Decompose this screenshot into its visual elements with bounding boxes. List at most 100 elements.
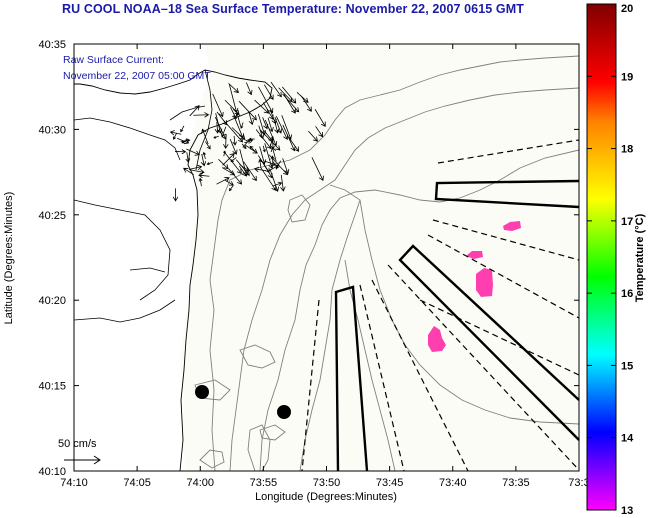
y-tick-label: 40:15 <box>38 381 66 393</box>
colorbar-tick-label: 16 <box>621 288 633 300</box>
current-vector <box>253 166 266 173</box>
current-vector <box>259 129 281 151</box>
track-east <box>434 179 580 209</box>
current-vector <box>238 101 257 121</box>
current-vector <box>189 164 203 171</box>
current-vector <box>244 144 258 154</box>
sst-patch <box>503 221 521 231</box>
coastline-inland <box>73 105 206 323</box>
current-vector <box>228 83 239 94</box>
x-tick-label: 73:50 <box>313 477 341 489</box>
current-vector <box>224 179 234 186</box>
current-vector <box>270 140 275 150</box>
x-tick-label: 74:10 <box>60 477 88 489</box>
coastline <box>74 69 273 472</box>
x-tick-label: 74:00 <box>186 477 214 489</box>
x-tick-label: 73:40 <box>439 477 467 489</box>
current-vector <box>169 130 182 136</box>
current-vector <box>228 185 234 192</box>
current-vector <box>201 128 209 145</box>
current-vector <box>300 95 312 112</box>
current-vector <box>311 157 324 182</box>
current-vector <box>231 127 246 141</box>
y-tick-label: 40:20 <box>38 295 66 307</box>
x-tick-labels: 74:10 74:05 74:00 73:55 73:50 73:45 73:40 73:35… <box>60 477 589 489</box>
current-vector <box>282 93 300 113</box>
current-vector <box>228 168 243 185</box>
track-outlines <box>334 179 580 472</box>
colorbar-tick-label: 20 <box>621 3 633 15</box>
surface-current-vectors <box>169 81 326 202</box>
current-vector <box>259 146 267 165</box>
current-vector <box>202 151 206 160</box>
buoy-marker <box>195 385 209 399</box>
current-vector <box>270 155 275 166</box>
current-vector <box>222 152 235 166</box>
current-vector <box>216 111 228 126</box>
current-vector <box>262 102 274 120</box>
current-vector <box>239 165 247 177</box>
current-vector <box>172 188 179 202</box>
current-vector <box>281 115 293 140</box>
current-vector <box>223 133 229 149</box>
current-vector <box>262 145 266 153</box>
current-vector <box>180 125 185 133</box>
sst-patch <box>466 251 483 259</box>
current-vector <box>212 93 224 118</box>
depth-contours <box>194 55 580 472</box>
current-vector <box>263 84 274 100</box>
current-vector <box>245 82 253 96</box>
current-vector <box>206 161 214 166</box>
current-vector <box>205 141 211 150</box>
current-vector <box>172 133 177 140</box>
current-vector <box>275 160 282 170</box>
x-tick-label: 73:3 <box>568 477 589 489</box>
current-vector <box>258 86 274 114</box>
current-vector <box>274 119 280 134</box>
current-vector <box>264 160 277 167</box>
colorbar-title: Temperature (°C) <box>634 213 646 302</box>
current-vector <box>223 150 226 157</box>
current-vector <box>269 168 280 192</box>
current-vector <box>248 111 254 126</box>
y-tick-label: 40:10 <box>38 466 66 478</box>
current-vector <box>315 126 324 138</box>
sst-patch <box>428 326 446 352</box>
colorbar-tick-label: 17 <box>621 216 633 228</box>
sst-patch <box>476 268 493 297</box>
x-axis-title: Longitude (Degrees:Minutes) <box>255 491 397 503</box>
current-vector <box>193 112 210 118</box>
scale-label: 50 cm/s <box>58 438 97 450</box>
current-vector <box>220 126 227 138</box>
buoy-marker <box>277 405 291 419</box>
current-vector <box>216 177 230 185</box>
current-vector <box>260 166 277 191</box>
y-axis-title: Latitude (Degrees:Minutes) <box>3 192 15 325</box>
current-vector <box>186 148 200 156</box>
colorbar-tick-label: 13 <box>621 505 633 517</box>
current-vector <box>181 139 188 144</box>
colorbar-tick-label: 19 <box>621 71 633 83</box>
y-tick-label: 40:35 <box>38 39 66 51</box>
y-tick-label: 40:25 <box>38 210 66 222</box>
sandy-hook <box>195 69 213 171</box>
current-vector <box>213 135 219 139</box>
current-vector <box>189 105 200 117</box>
current-vector <box>214 121 221 134</box>
current-vector <box>188 169 205 175</box>
colorbar-tick-label: 14 <box>621 433 634 445</box>
current-vector <box>248 137 255 141</box>
current-vector <box>229 139 238 155</box>
colorbar-ticks: 20 19 18 17 16 15 14 13 <box>587 3 634 517</box>
x-tick-label: 73:35 <box>502 477 530 489</box>
map-title: RU COOL NOAA–18 Sea Surface Temperature:… <box>62 2 524 16</box>
x-tick-label: 74:05 <box>123 477 151 489</box>
current-vector <box>288 137 300 152</box>
x-tick-label: 73:45 <box>376 477 404 489</box>
current-vector <box>254 99 269 114</box>
x-tick-label: 73:55 <box>250 477 278 489</box>
current-vector <box>223 151 242 174</box>
current-vector <box>240 122 244 129</box>
current-vector <box>228 84 239 114</box>
current-vector <box>232 135 238 146</box>
